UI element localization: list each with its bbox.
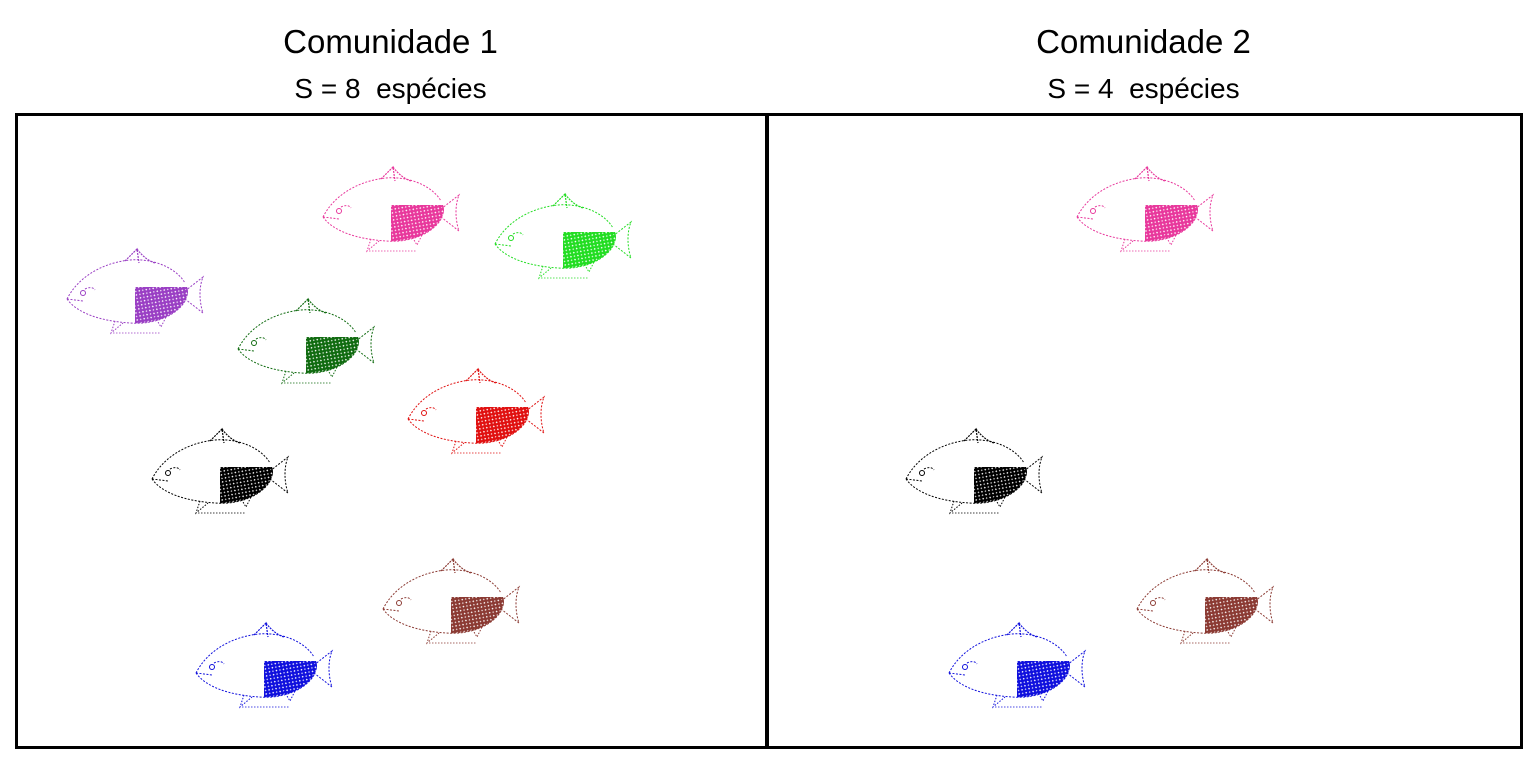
- fish-icon-pink: [1076, 165, 1215, 253]
- community-2-panel: [766, 113, 1523, 749]
- panel-2-title: Comunidade 2: [1036, 23, 1251, 60]
- fish-icon-brown: [382, 557, 521, 645]
- fish-icon-purple: [66, 247, 205, 335]
- fish-icon-brown: [1136, 557, 1275, 645]
- fish-icon-pink: [322, 165, 461, 253]
- panel-2-subtitle: S = 4 espécies: [1047, 73, 1240, 104]
- fish-icon-blue: [195, 621, 334, 709]
- fish-icon-black: [905, 427, 1044, 515]
- fish-icon-blue: [948, 621, 1087, 709]
- fish-icon-black: [151, 427, 290, 515]
- fish-icon-red: [407, 367, 546, 455]
- fish-icon-green: [494, 192, 633, 280]
- panel-1-subtitle: S = 8 espécies: [294, 73, 487, 104]
- fish-icon-darkgreen: [237, 297, 376, 385]
- panel-1-title: Comunidade 1: [283, 23, 498, 60]
